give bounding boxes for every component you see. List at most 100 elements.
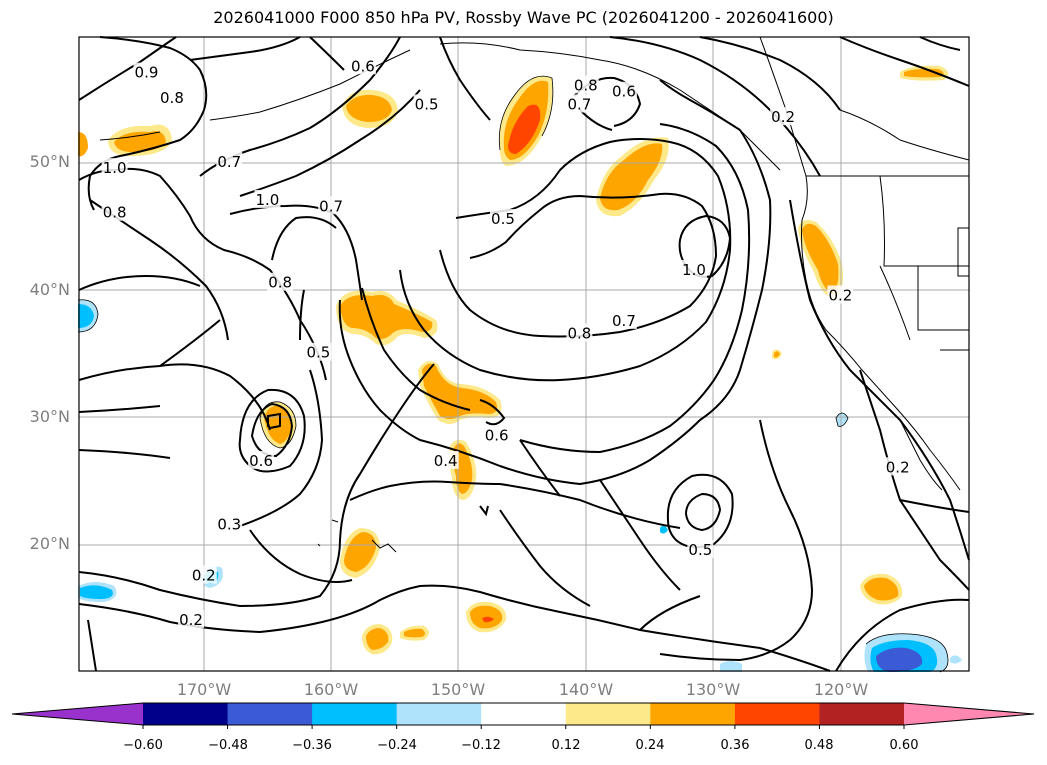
contour-label-text: 0.3 — [217, 516, 241, 534]
contour-label-text: 0.5 — [306, 344, 330, 362]
colorbar-segment — [565, 703, 651, 725]
contour-label-text: 0.7 — [319, 197, 343, 215]
contour-label-background — [158, 88, 185, 107]
contour-label-background — [687, 540, 714, 559]
contour-label-background — [610, 310, 637, 329]
contour-label-text: 0.8 — [567, 325, 591, 343]
contour-label-background — [884, 457, 911, 476]
contour-label-text: 0.5 — [415, 95, 439, 113]
contour-label: 0.5 — [305, 342, 332, 362]
contour-label-background — [216, 514, 243, 533]
contour-label-background — [133, 62, 160, 81]
contour-label-text: 0.4 — [434, 452, 458, 470]
colorbar-tick-label: 0.48 — [804, 738, 834, 753]
contour-label-text: 0.5 — [491, 210, 515, 228]
contour-label: 0.6 — [349, 56, 376, 75]
contour-label: 0.5 — [687, 540, 714, 559]
contour-label: 0.8 — [158, 88, 185, 107]
colorbar-tick-label: −0.48 — [208, 738, 248, 753]
contour-label: 0.6 — [610, 81, 637, 101]
colorbar-segment — [396, 703, 482, 725]
contour-label-background — [267, 272, 294, 291]
contour-label-background — [432, 450, 459, 469]
contour-label: 0.6 — [248, 450, 275, 470]
contour-label-text: 0.2 — [192, 567, 216, 585]
contour-label-background — [349, 56, 376, 75]
contour-label-background — [248, 450, 275, 469]
contour-label-text: 0.6 — [612, 83, 636, 101]
contour-label-background — [680, 259, 707, 278]
contour-label-background — [318, 196, 345, 215]
contour-label-background — [827, 285, 854, 304]
contour-label: 0.9 — [133, 62, 160, 82]
contour-label-background — [190, 565, 217, 584]
contour-label-text: 0.8 — [160, 89, 184, 107]
contour-label-background — [566, 323, 593, 342]
contour-label-background — [770, 107, 797, 126]
contour-label: 0.4 — [432, 450, 459, 470]
contour-label: 1.0 — [680, 259, 707, 279]
colorbar — [11, 702, 1035, 729]
colorbar-tick-label: −0.60 — [123, 738, 163, 753]
contour-label-text: 0.2 — [771, 108, 795, 126]
colorbar-segment — [227, 703, 313, 725]
lon-label-120w: 120°W — [813, 680, 869, 699]
contour-label-text: 0.6 — [351, 57, 375, 75]
contour-label-background — [178, 610, 205, 629]
contour-label-text: 0.8 — [268, 274, 292, 292]
lat-label-50n: 50°N — [29, 152, 70, 171]
colorbar-lower-extend — [12, 703, 143, 725]
colorbar-segments — [143, 703, 905, 725]
contour-label: 0.7 — [610, 310, 637, 330]
contour-label-background — [101, 202, 128, 221]
colorbar-segment — [734, 703, 820, 725]
contour-label-background — [254, 189, 281, 208]
contour-label-background — [610, 81, 637, 100]
contour-label: 0.8 — [101, 202, 128, 222]
colorbar-upper-extend — [904, 703, 1034, 725]
colorbar-segment — [143, 703, 229, 725]
contour-label: 0.5 — [489, 209, 516, 228]
lat-label-30n: 30°N — [29, 407, 70, 426]
contour-label: 0.2 — [884, 457, 911, 476]
pv-positive-shading — [78, 65, 949, 655]
colorbar-segment — [819, 703, 905, 725]
lat-label-20n: 20°N — [29, 534, 70, 553]
contour-label: 0.2 — [827, 285, 854, 304]
lon-label-170w: 170°W — [176, 680, 232, 699]
contour-label: 1.0 — [254, 189, 281, 209]
contour-label-text: 0.8 — [574, 76, 598, 94]
contour-label: 0.7 — [566, 94, 593, 113]
contour-label: 0.6 — [483, 425, 510, 444]
contour-label-background — [572, 75, 599, 94]
contour-label-text: 0.7 — [612, 312, 636, 330]
map-frame — [78, 36, 970, 672]
contour-label-background — [101, 158, 128, 177]
contour-label-text: 1.0 — [256, 191, 280, 209]
contour-label-background — [305, 342, 332, 361]
contour-label-text: 0.7 — [567, 95, 591, 113]
contour-label: 0.3 — [216, 514, 243, 534]
lon-label-160w: 160°W — [303, 680, 359, 699]
contour-label: 0.8 — [267, 272, 294, 292]
contour-label: 0.8 — [566, 323, 593, 343]
contour-label: 0.2 — [770, 107, 797, 126]
contour-label-background — [566, 94, 593, 113]
colorbar-segment — [650, 703, 736, 725]
lat-label-40n: 40°N — [29, 280, 70, 299]
colorbar-tick-label: 0.24 — [635, 738, 665, 753]
contour-label: 0.5 — [413, 94, 440, 113]
contour-label-text: 0.6 — [485, 426, 509, 444]
pv-negative-shading — [78, 299, 962, 672]
contour-label-background — [216, 151, 243, 170]
contour-label-text: 1.0 — [103, 159, 127, 177]
contour-label: 0.7 — [318, 196, 345, 215]
contour-label-background — [489, 209, 516, 228]
contour-label-text: 0.2 — [179, 611, 203, 629]
lon-label-140w: 140°W — [558, 680, 614, 699]
contour-label: 0.2 — [178, 610, 205, 629]
colorbar-tick-label: −0.24 — [377, 738, 417, 753]
contour-label-text: 0.9 — [135, 64, 159, 82]
contour-label: 1.0 — [101, 158, 128, 177]
